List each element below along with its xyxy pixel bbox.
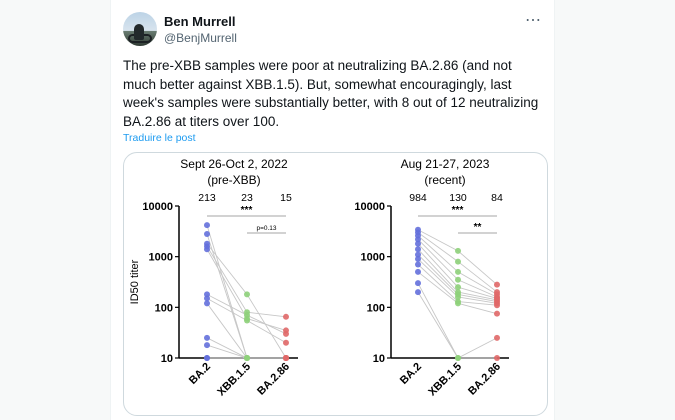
significance-label: *** — [452, 205, 464, 216]
data-point-xbb15 — [455, 284, 461, 291]
tweet-media-image[interactable]: Sept 26-Oct 2, 2022 (pre-XBB) ID50 titer 10… — [123, 152, 548, 416]
geomean-label: 23 — [241, 192, 253, 204]
data-point-ba2 — [415, 251, 421, 258]
y-tick-label: 10000 — [354, 201, 385, 213]
geomean-label: 130 — [449, 192, 467, 204]
x-category-label: BA.2.86 — [255, 361, 292, 398]
tweet-text: The pre-XBB samples were poor at neutral… — [123, 58, 539, 129]
author-name[interactable]: Ben Murrell — [164, 14, 236, 29]
significance-label: p=0.13 — [256, 225, 276, 232]
x-category-label: XBB.1.5 — [426, 361, 464, 399]
data-point-ba286 — [494, 281, 500, 288]
x-category-label: BA.2.86 — [466, 361, 503, 398]
y-tick-label: 100 — [367, 302, 385, 314]
translate-link[interactable]: Traduire le post — [123, 132, 196, 144]
data-point-xbb15 — [455, 293, 461, 300]
data-point-ba2 — [415, 261, 421, 268]
data-point-xbb15 — [455, 247, 461, 254]
geomean-label: 984 — [409, 192, 427, 204]
data-point-ba2 — [204, 246, 210, 253]
chart-subtitle: (pre-XBB) — [207, 173, 260, 187]
data-point-xbb15 — [244, 317, 250, 324]
data-point-xbb15 — [244, 355, 250, 361]
y-tick-label: 10000 — [142, 201, 173, 213]
data-point-ba2 — [415, 280, 421, 287]
significance-label: ** — [474, 222, 482, 233]
data-point-ba2 — [415, 289, 421, 296]
data-point-ba286 — [283, 355, 289, 361]
data-point-xbb15 — [455, 300, 461, 307]
chart-title: Aug 21-27, 2023 — [401, 157, 490, 171]
neutralization-charts: Sept 26-Oct 2, 2022 (pre-XBB) ID50 titer 10… — [129, 157, 509, 399]
x-category-label: XBB.1.5 — [215, 361, 253, 399]
avatar[interactable] — [123, 12, 157, 46]
data-point-xbb15 — [455, 268, 461, 275]
data-point-ba286 — [494, 355, 500, 361]
chart-subtitle: (recent) — [424, 173, 465, 187]
data-point-xbb15 — [455, 258, 461, 265]
data-point-ba286 — [494, 302, 500, 309]
data-point-ba2 — [204, 222, 210, 229]
data-point-ba2 — [204, 334, 210, 341]
y-tick-label: 1000 — [149, 252, 173, 264]
data-point-xbb15 — [455, 276, 461, 283]
geomean-label: 213 — [198, 192, 216, 204]
more-options-icon[interactable]: ⋯ — [525, 12, 542, 29]
data-point-ba2 — [204, 300, 210, 307]
data-point-ba2 — [415, 236, 421, 243]
x-category-label: BA.2 — [187, 361, 213, 387]
data-point-ba286 — [283, 339, 289, 346]
data-point-ba2 — [204, 342, 210, 349]
data-point-ba2 — [204, 355, 210, 361]
data-point-ba2 — [415, 240, 421, 247]
data-point-ba286 — [283, 313, 289, 320]
paired-sample-line — [206, 246, 287, 318]
geomean-label: 15 — [280, 192, 292, 204]
x-category-label: BA.2 — [398, 361, 424, 387]
data-point-ba2 — [415, 246, 421, 253]
data-point-ba2 — [204, 295, 210, 302]
y-tick-label: 100 — [155, 302, 173, 314]
data-point-ba2 — [415, 268, 421, 275]
author-handle[interactable]: @BenjMurrell — [164, 31, 237, 45]
tweet-card: Ben Murrell @BenjMurrell ⋯ The pre-XBB s… — [110, 0, 555, 420]
data-point-xbb15 — [455, 355, 461, 361]
data-point-ba286 — [494, 334, 500, 341]
data-point-ba286 — [494, 310, 500, 317]
data-point-xbb15 — [244, 312, 250, 319]
geomean-label: 84 — [491, 192, 503, 204]
significance-label: *** — [241, 205, 253, 216]
data-point-ba2 — [204, 231, 210, 238]
y-tick-label: 10 — [161, 353, 173, 365]
data-point-ba286 — [283, 330, 289, 337]
y-tick-label: 1000 — [361, 252, 385, 264]
data-point-ba2 — [415, 255, 421, 262]
data-point-xbb15 — [244, 291, 250, 298]
chart-title: Sept 26-Oct 2, 2022 — [180, 157, 288, 171]
y-axis-label: ID50 titer — [129, 259, 141, 304]
y-tick-label: 10 — [373, 353, 385, 365]
